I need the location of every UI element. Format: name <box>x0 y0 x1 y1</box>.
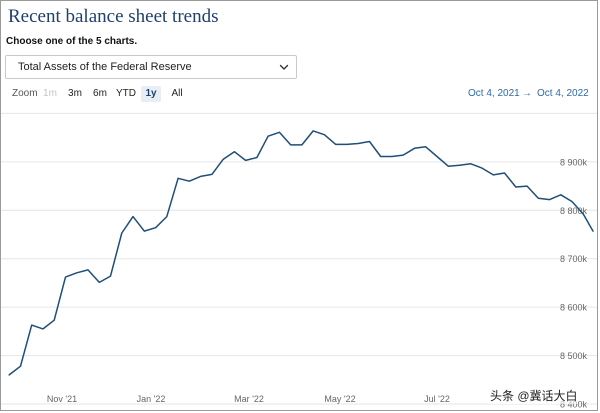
y-tick-label: 8 700k <box>560 254 588 264</box>
x-axis-labels: Nov '21 Jan '22 Mar '22 May '22 Jul '22 <box>47 394 450 404</box>
zoom-all-button[interactable]: All <box>171 88 183 99</box>
x-tick-label: Jan '22 <box>137 394 166 404</box>
chart-choice-instruction: Choose one of the 5 charts. <box>6 36 138 47</box>
y-axis-labels: 8 400k 8 500k 8 600k 8 700k 8 800k 8 900k <box>560 157 588 409</box>
zoom-6m-button[interactable]: 6m <box>93 88 107 99</box>
chart-select-value: Total Assets of the Federal Reserve <box>18 61 192 73</box>
y-tick-label: 8 400k <box>560 400 588 410</box>
x-tick-label: Nov '21 <box>47 394 77 404</box>
x-tick-label: Jul '22 <box>424 394 450 404</box>
zoom-1m-button[interactable]: 1m <box>43 88 57 99</box>
line-chart: Nov '21 Jan '22 Mar '22 May '22 Jul '22 8 40… <box>1 112 597 410</box>
page-title: Recent balance sheet trends <box>8 6 219 27</box>
gridlines <box>1 112 597 405</box>
x-tick-label: Mar '22 <box>234 394 264 404</box>
y-tick-label: 8 600k <box>560 303 588 313</box>
y-tick-label: 8 500k <box>560 351 588 361</box>
zoom-ytd-button[interactable]: YTD <box>116 88 136 99</box>
zoom-label: Zoom <box>12 88 38 99</box>
y-tick-label: 8 900k <box>560 157 588 167</box>
range-end-date[interactable]: Oct 4, 2022 <box>537 88 589 99</box>
zoom-1y-button[interactable]: 1y <box>141 86 161 102</box>
zoom-3m-button[interactable]: 3m <box>68 88 82 99</box>
chevron-down-icon <box>279 64 289 70</box>
x-tick-label: May '22 <box>324 394 355 404</box>
range-start-date[interactable]: Oct 4, 2021 <box>468 88 520 99</box>
range-arrow: → <box>522 88 532 99</box>
y-tick-label: 8 800k <box>560 206 588 216</box>
series-line <box>8 130 594 376</box>
chart-select-dropdown[interactable]: Total Assets of the Federal Reserve <box>5 55 297 79</box>
watermark: 头条 @冀话大白 <box>490 387 578 404</box>
